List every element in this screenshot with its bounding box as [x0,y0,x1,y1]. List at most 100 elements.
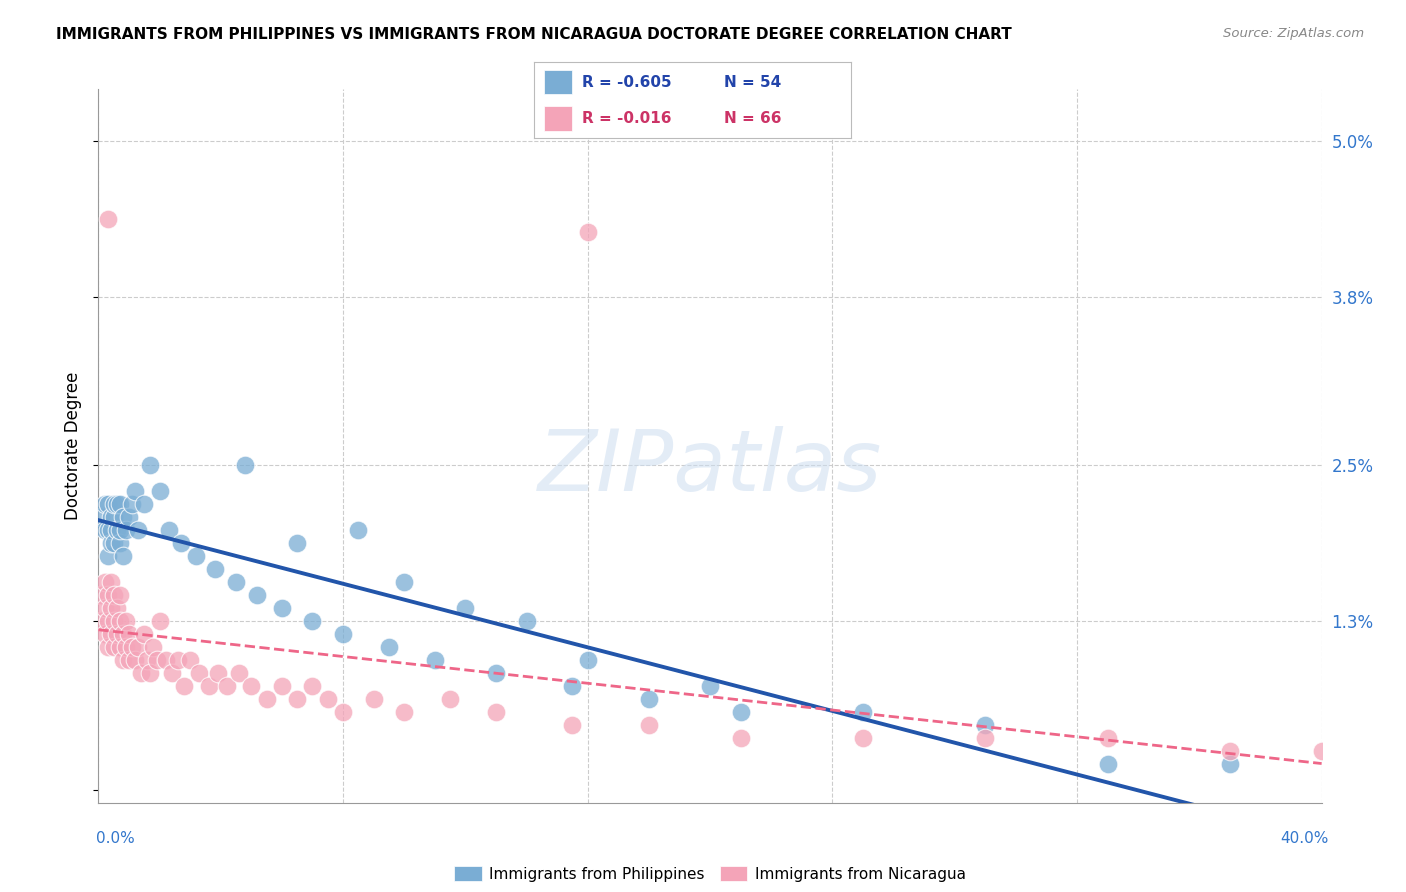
Point [111,549,134,564]
Point [637,718,661,732]
Point [485,666,508,681]
Point [134,627,156,641]
Point [576,225,599,239]
Text: N = 66: N = 66 [724,111,782,126]
Point [974,731,997,745]
Point [100,510,122,524]
Text: IMMIGRANTS FROM PHILIPPINES VS IMMIGRANTS FROM NICARAGUA DOCTORATE DEGREE CORREL: IMMIGRANTS FROM PHILIPPINES VS IMMIGRANT… [56,27,1012,42]
Point [118,627,141,641]
Point [170,536,193,550]
Point [100,524,122,538]
Point [160,666,183,681]
Point [111,627,134,641]
Point [97,549,120,564]
Point [576,653,599,667]
Point [246,588,269,602]
Point [97,211,120,226]
Point [103,614,125,628]
Point [516,614,538,628]
Point [111,510,134,524]
Point [127,524,149,538]
Point [93,575,115,590]
Point [332,627,354,641]
Point [852,705,875,719]
Point [118,510,141,524]
Point [100,575,122,590]
Point [115,640,138,654]
Point [93,627,115,641]
Point [118,653,141,667]
Point [97,588,120,602]
Point [111,653,134,667]
Point [1097,756,1119,771]
Point [115,614,138,628]
Point [186,549,208,564]
Point [1219,744,1241,758]
Point [105,497,128,511]
Point [188,666,211,681]
Point [173,679,195,693]
Point [121,640,143,654]
Point [103,510,125,524]
Point [167,653,190,667]
Point [90,614,112,628]
Point [108,536,131,550]
Point [97,614,120,628]
Point [108,640,131,654]
Point [179,653,201,667]
Point [124,653,146,667]
Point [1097,731,1119,745]
Point [103,588,125,602]
Point [97,497,120,511]
Point [93,524,115,538]
Point [285,692,308,706]
Point [90,510,112,524]
Point [1310,744,1333,758]
Point [197,679,219,693]
Point [392,575,416,590]
Text: N = 54: N = 54 [724,75,782,90]
Point [136,653,159,667]
Point [561,718,583,732]
Point [103,640,125,654]
Point [145,653,167,667]
Point [100,601,122,615]
Point [105,627,128,641]
Point [108,588,131,602]
Point [270,601,292,615]
Text: 40.0%: 40.0% [1281,831,1329,846]
Point [392,705,416,719]
Point [974,718,997,732]
Point [454,601,477,615]
Point [225,575,247,590]
Point [129,666,152,681]
Point [149,484,172,499]
Point [240,679,263,693]
Text: ZIPatlas: ZIPatlas [538,425,882,509]
Point [90,588,112,602]
Point [108,497,131,511]
Y-axis label: Doctorate Degree: Doctorate Degree [65,372,83,520]
Point [301,679,323,693]
Point [124,484,146,499]
Point [332,705,354,719]
Text: Source: ZipAtlas.com: Source: ZipAtlas.com [1223,27,1364,40]
Point [100,536,122,550]
Point [139,666,162,681]
Bar [544,70,572,95]
Point [363,692,385,706]
Point [316,692,339,706]
Point [115,524,138,538]
Point [103,536,125,550]
Point [139,458,162,473]
Point [134,497,156,511]
Point [142,640,165,654]
Point [105,601,128,615]
Point [730,705,752,719]
Point [347,524,370,538]
Point [108,614,131,628]
Point [97,524,120,538]
Point [228,666,250,681]
Point [155,653,177,667]
Point [93,497,115,511]
